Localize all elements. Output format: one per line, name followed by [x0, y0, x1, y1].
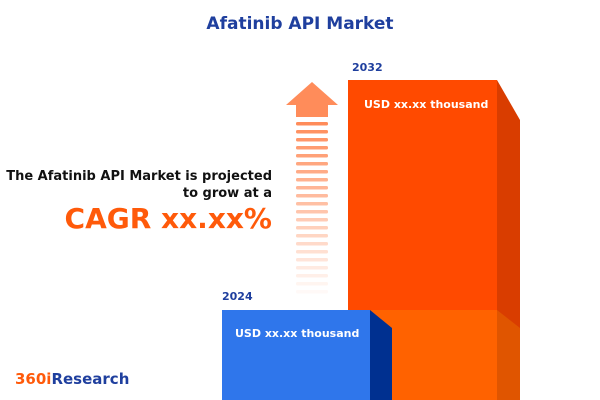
growth-arrow-stripe: [296, 130, 328, 134]
growth-arrow-stripe: [296, 162, 328, 166]
growth-arrow-stripe: [296, 242, 328, 246]
growth-arrow-stripe: [296, 282, 328, 286]
growth-arrow-stripe: [296, 178, 328, 182]
growth-arrow-stripe: [296, 290, 328, 294]
growth-arrow-stripe: [296, 122, 328, 126]
growth-arrow-stripe: [296, 274, 328, 278]
bar-2024-side: [370, 310, 392, 400]
growth-arrow-stripe: [296, 154, 328, 158]
bar-2032-lower-side: [497, 310, 520, 400]
growth-arrow-stripe: [296, 250, 328, 254]
headline-text: The Afatinib API Market is projected to …: [6, 168, 272, 202]
logo: 360iResearch: [15, 370, 130, 388]
growth-arrow-stripe: [296, 202, 328, 206]
cagr-value: CAGR xx.xx%: [64, 202, 272, 235]
headline-line2: to grow at a: [182, 186, 272, 201]
headline-line1: The Afatinib API Market is projected: [6, 169, 272, 184]
growth-arrow-stripe: [296, 194, 328, 198]
year-label-2032: 2032: [352, 61, 383, 74]
growth-arrow-stripe: [296, 170, 328, 174]
growth-arrow-stripe: [296, 234, 328, 238]
growth-arrow-stripe: [296, 138, 328, 142]
growth-arrow-stripe: [296, 226, 328, 230]
growth-arrow-stripe: [296, 258, 328, 262]
chart-title: Afatinib API Market: [206, 14, 394, 34]
growth-arrow-stripe: [296, 218, 328, 222]
growth-arrow-stripe: [296, 266, 328, 270]
bar-2024: [222, 310, 370, 400]
year-label-2024: 2024: [222, 290, 253, 303]
growth-arrow-head: [286, 82, 338, 117]
growth-arrow-stripe: [296, 210, 328, 214]
value-label-2032: USD xx.xx thousand: [364, 98, 489, 111]
growth-arrow-stripe: [296, 146, 328, 150]
value-label-2024: USD xx.xx thousand: [235, 327, 360, 340]
growth-arrow-stripe: [296, 186, 328, 190]
